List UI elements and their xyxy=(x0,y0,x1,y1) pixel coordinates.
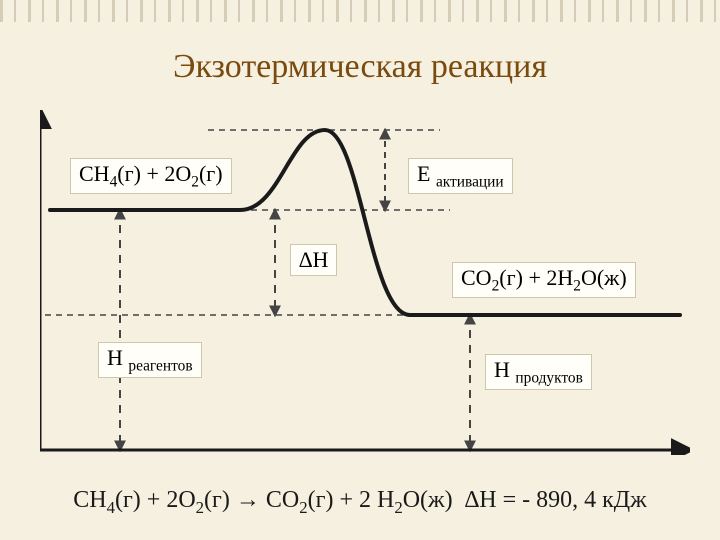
delta-h-label: ∆H xyxy=(290,244,337,276)
reactants-formula-label: CH4(г) + 2O2(г) xyxy=(70,158,232,194)
products-formula-label: CO2(г) + 2H2O(ж) xyxy=(452,262,636,298)
slide-title: Экзотермическая реакция xyxy=(0,48,720,86)
energy-diagram: CH4(г) + 2O2(г) E активации ∆H CO2(г) + … xyxy=(40,110,690,450)
h-reactants-label: H реагентов xyxy=(98,342,202,378)
reaction-equation: CH4(г) + 2O2(г) → CO2(г) + 2 H2O(ж) ∆H =… xyxy=(0,487,720,518)
decorative-top-strip xyxy=(0,0,720,22)
activation-energy-label: E активации xyxy=(408,158,513,194)
h-products-label: H продуктов xyxy=(485,354,592,390)
